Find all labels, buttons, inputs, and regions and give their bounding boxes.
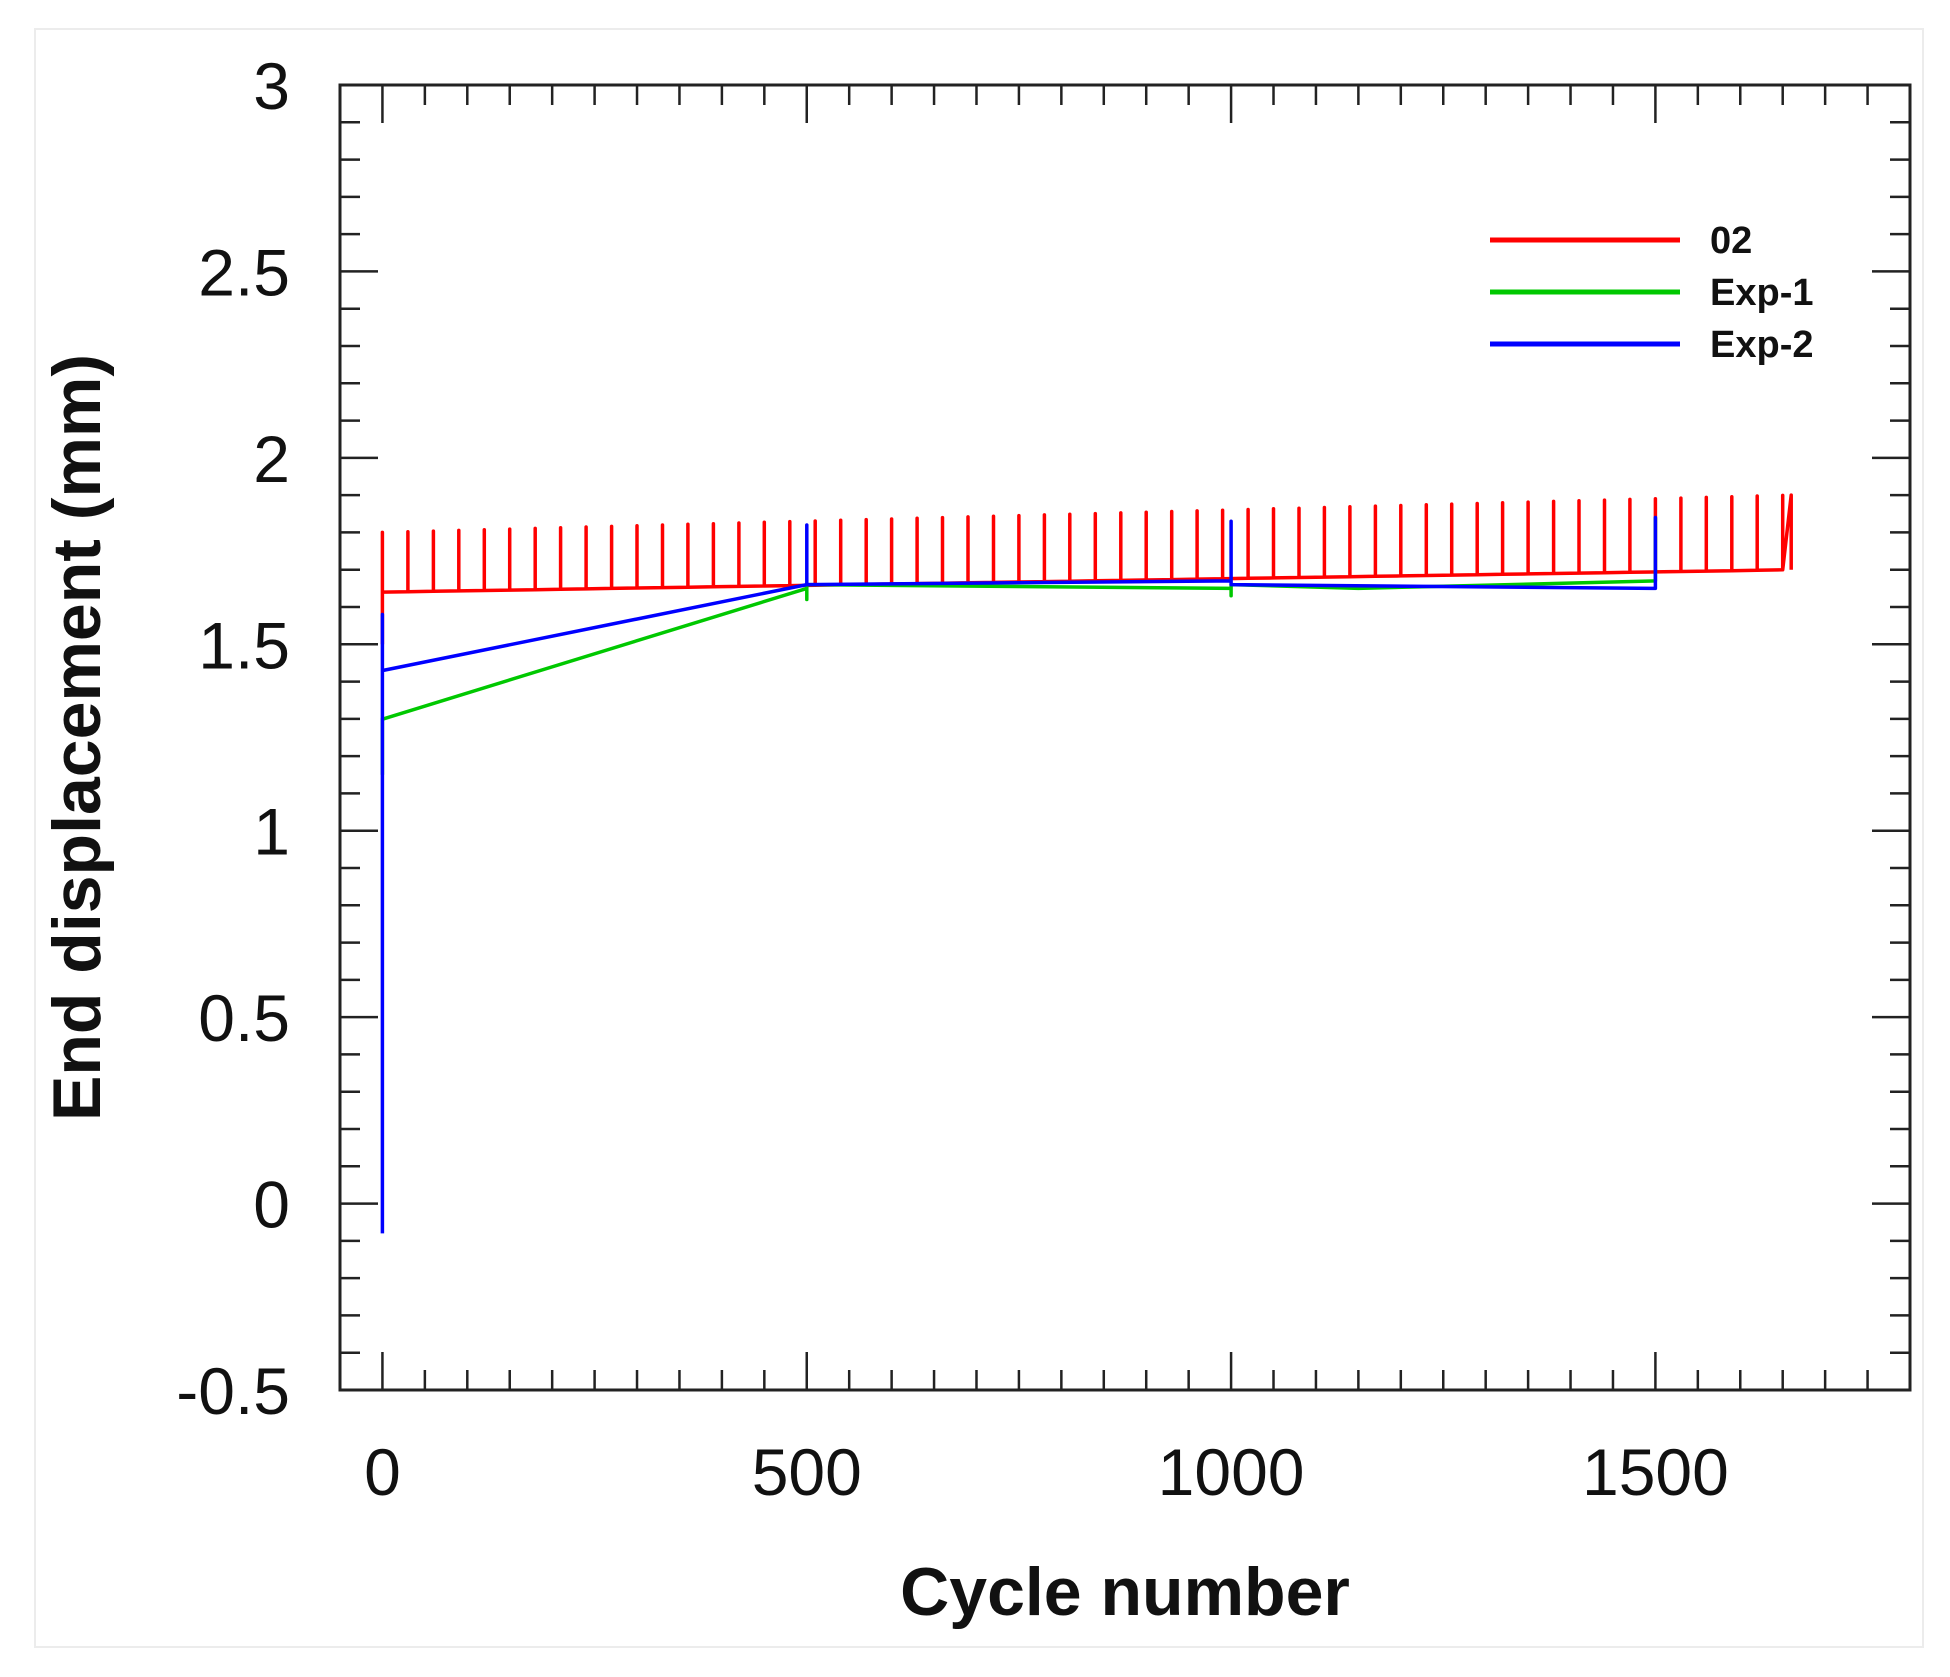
y-tick-label: 0: [253, 1168, 290, 1242]
plot-layer: [380, 493, 1793, 1234]
labels-layer: 0 500 1000 1500 -0.5 0 0.5 1 1.5 2 2.5 3: [176, 49, 1729, 1509]
legend-label-02: 02: [1710, 220, 1752, 262]
y-tick-label: 1: [253, 795, 290, 869]
x-axis-title: Cycle number: [900, 1554, 1350, 1630]
series-line-02: [380, 493, 1793, 645]
y-tick-label: 2: [253, 422, 290, 496]
y-tick-label: 1.5: [198, 608, 290, 682]
x-tick-label: 0: [364, 1435, 401, 1509]
plot-area: [338, 83, 1912, 1392]
legend: 02 Exp-1 Exp-2: [1490, 220, 1813, 366]
chart-frame: [34, 28, 1924, 1648]
x-tick-label: 500: [752, 1435, 862, 1509]
y-axis-title: End displacement (mm): [39, 354, 115, 1121]
ticks-layer: [340, 83, 1910, 1392]
series-line-exp-2: [380, 515, 1658, 1234]
x-tick-label: 1500: [1582, 1435, 1729, 1509]
y-tick-label: -0.5: [176, 1354, 290, 1428]
x-tick-label: 1000: [1158, 1435, 1305, 1509]
y-tick-label: 3: [253, 49, 290, 123]
legend-label-exp-2: Exp-2: [1710, 324, 1813, 366]
y-tick-label: 0.5: [198, 981, 290, 1055]
legend-label-exp-1: Exp-1: [1710, 272, 1813, 314]
y-tick-label: 2.5: [198, 235, 290, 309]
